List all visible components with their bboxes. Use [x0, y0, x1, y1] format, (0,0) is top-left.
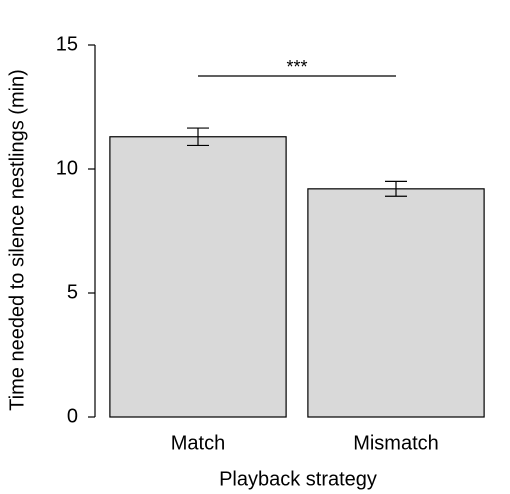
- x-tick-label: Match: [171, 432, 225, 454]
- y-tick-label: 5: [67, 281, 78, 303]
- significance-label: ***: [286, 57, 307, 77]
- x-axis-label: Playback strategy: [219, 468, 377, 490]
- y-tick-label: 0: [67, 405, 78, 427]
- y-tick-label: 10: [56, 157, 78, 179]
- y-tick-label: 15: [56, 33, 78, 55]
- bar: [307, 188, 485, 418]
- bar: [109, 136, 287, 418]
- x-tick-label: Mismatch: [353, 432, 439, 454]
- y-axis-label: Time needed to silence nestlings (min): [6, 69, 28, 411]
